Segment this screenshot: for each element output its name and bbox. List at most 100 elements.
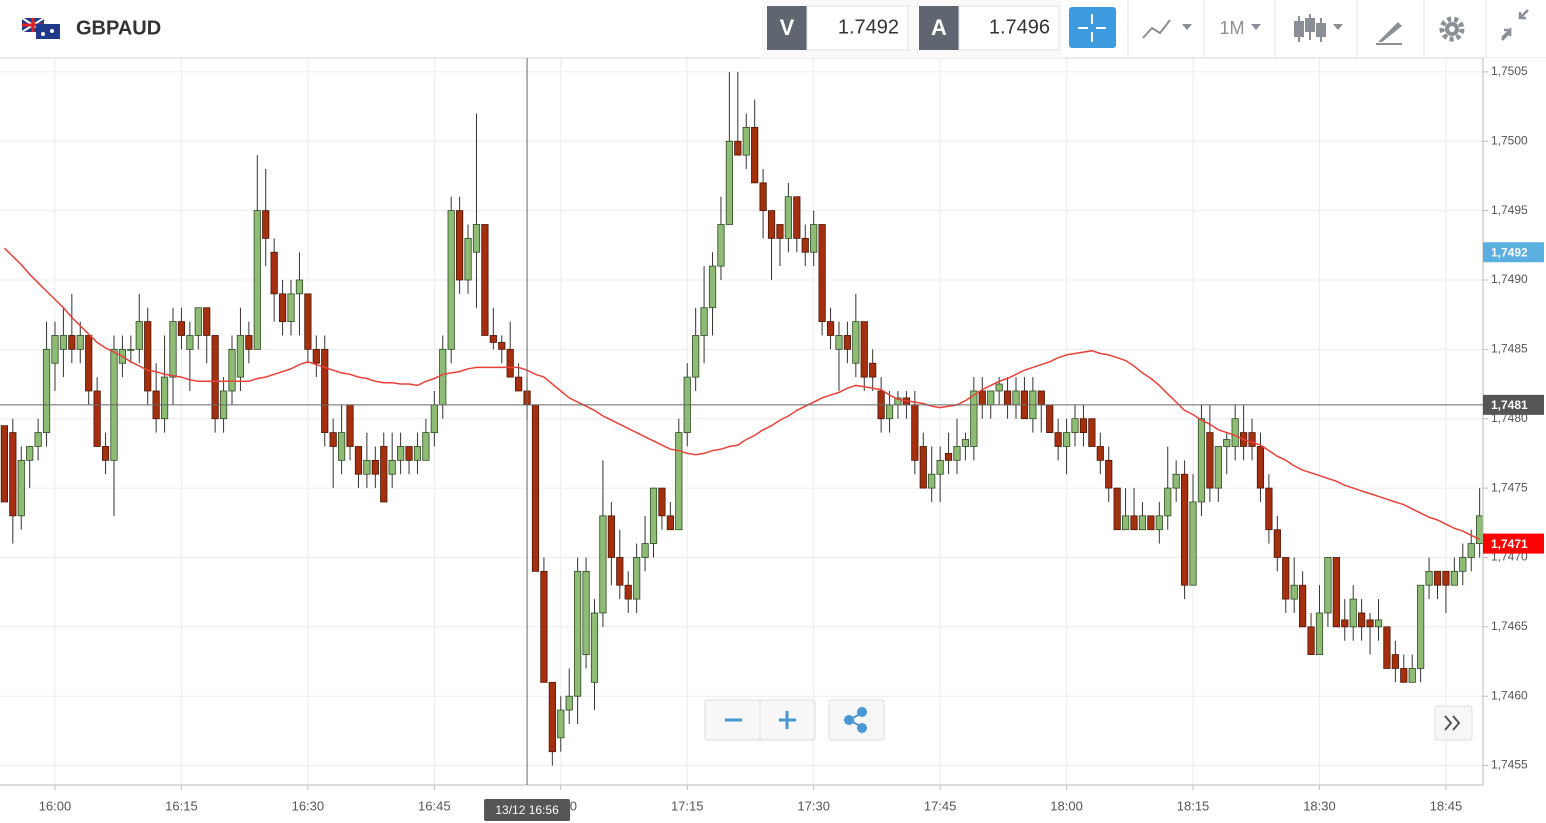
chart-type-button[interactable] (1142, 19, 1192, 39)
candle-body (1358, 612, 1366, 628)
candle-body (1391, 654, 1399, 669)
crosshair-x-tag (484, 799, 571, 821)
y-tick-label: 1,7505 (1491, 64, 1528, 78)
candle-body (481, 224, 489, 336)
candle-body (919, 446, 927, 489)
candle-body (1442, 570, 1450, 586)
candle-body (1121, 515, 1130, 531)
sell-label[interactable]: V (780, 15, 795, 40)
candle-body (17, 459, 25, 517)
share-button[interactable] (844, 707, 867, 733)
candle-body (928, 473, 936, 489)
candle-body (304, 293, 312, 350)
candle-body (413, 446, 422, 461)
candle-body (624, 584, 632, 600)
candle-body (1130, 515, 1138, 531)
timeframe-caret[interactable] (1251, 24, 1261, 30)
timeframe[interactable]: 1M (1219, 18, 1244, 38)
sell-label-box[interactable] (767, 6, 807, 50)
candle-body (1105, 459, 1113, 489)
candle-body (194, 307, 202, 336)
moving-average-line (3, 247, 1481, 541)
axes: 1,74551,74601,74651,74701,74751,74801,74… (0, 58, 1546, 813)
buy-price-box[interactable] (958, 5, 1060, 51)
candle-body (1197, 418, 1206, 503)
candle-body (1054, 432, 1062, 447)
candle-body (329, 432, 337, 447)
candle-body (287, 293, 295, 323)
zoom-controls (704, 699, 1473, 741)
candle-body (270, 251, 278, 295)
price-tag-label: 1,7492 (1491, 245, 1528, 259)
fullscreen-button[interactable] (1501, 9, 1529, 41)
candle-body (51, 335, 59, 364)
candle-body (1071, 418, 1079, 433)
crosshair-y-tag (1483, 394, 1544, 415)
candle-body (885, 404, 894, 420)
candle-body (405, 446, 413, 461)
candle-body (34, 432, 42, 447)
candle-style-button[interactable] (1294, 14, 1343, 42)
candle-body (1299, 584, 1307, 628)
plot-area (0, 58, 1484, 785)
candle-body (540, 570, 548, 683)
candle-body (253, 210, 261, 350)
candle-body (1113, 487, 1121, 531)
candle-body (1189, 501, 1197, 586)
candle-body (692, 335, 700, 378)
candle-body (160, 376, 169, 420)
candle-body (944, 453, 953, 461)
candle-body (1046, 404, 1054, 433)
y-tick-label: 1,7500 (1491, 133, 1528, 147)
candle-body (9, 432, 17, 517)
candle-body (1231, 418, 1239, 447)
candle-body (818, 224, 826, 323)
sell-price[interactable]: 1.7492 (838, 16, 899, 38)
candle-body (869, 362, 877, 378)
zoom-in-button[interactable] (779, 711, 796, 729)
y-tick-label: 1,7495 (1491, 203, 1528, 217)
candle-body (1248, 432, 1256, 447)
candle-body (742, 126, 750, 156)
candle-body (1088, 418, 1096, 447)
candle-body (700, 307, 708, 336)
buy-price[interactable]: 1.7496 (989, 16, 1050, 38)
candle-body (1138, 515, 1147, 531)
candle-body (1096, 446, 1104, 461)
candle-body (1366, 619, 1374, 628)
y-tick-label: 1,7460 (1491, 688, 1528, 702)
draw-button[interactable] (1376, 22, 1402, 45)
y-tick-label: 1,7485 (1491, 342, 1528, 356)
candle-body (371, 459, 379, 475)
toolbar: GBPAUD V 1.7492 A 1.7496 1M (0, 0, 1546, 59)
candle-body (548, 681, 556, 753)
candle-body (1400, 668, 1408, 683)
candle-body (860, 321, 868, 378)
candle-body (489, 335, 497, 343)
x-tick-label: 16:30 (292, 798, 325, 813)
buy-label-box[interactable] (919, 6, 959, 50)
candle-body (1290, 584, 1298, 600)
candle-body (278, 293, 287, 323)
scroll-latest-button[interactable] (1434, 705, 1473, 741)
candle-body (641, 543, 649, 558)
crosshair-y-label: 1,7481 (1491, 398, 1528, 412)
sell-price-box[interactable] (806, 5, 909, 51)
buy-label[interactable]: A (931, 15, 947, 40)
crosshair-button[interactable] (1069, 7, 1116, 48)
candle-body (810, 224, 818, 253)
candle-body (101, 446, 110, 461)
candle-body (1332, 557, 1340, 628)
settings-button[interactable] (1439, 16, 1465, 42)
x-tick-label: 17:15 (671, 798, 704, 813)
x-tick-label: 16:15 (165, 798, 198, 813)
candle-body (708, 265, 717, 309)
share-panel (828, 699, 885, 741)
symbol[interactable]: GBPAUD (76, 17, 161, 39)
candle-body (751, 126, 759, 184)
candle-body (1155, 515, 1163, 531)
candle-body (599, 515, 607, 614)
candle-body (717, 224, 725, 267)
